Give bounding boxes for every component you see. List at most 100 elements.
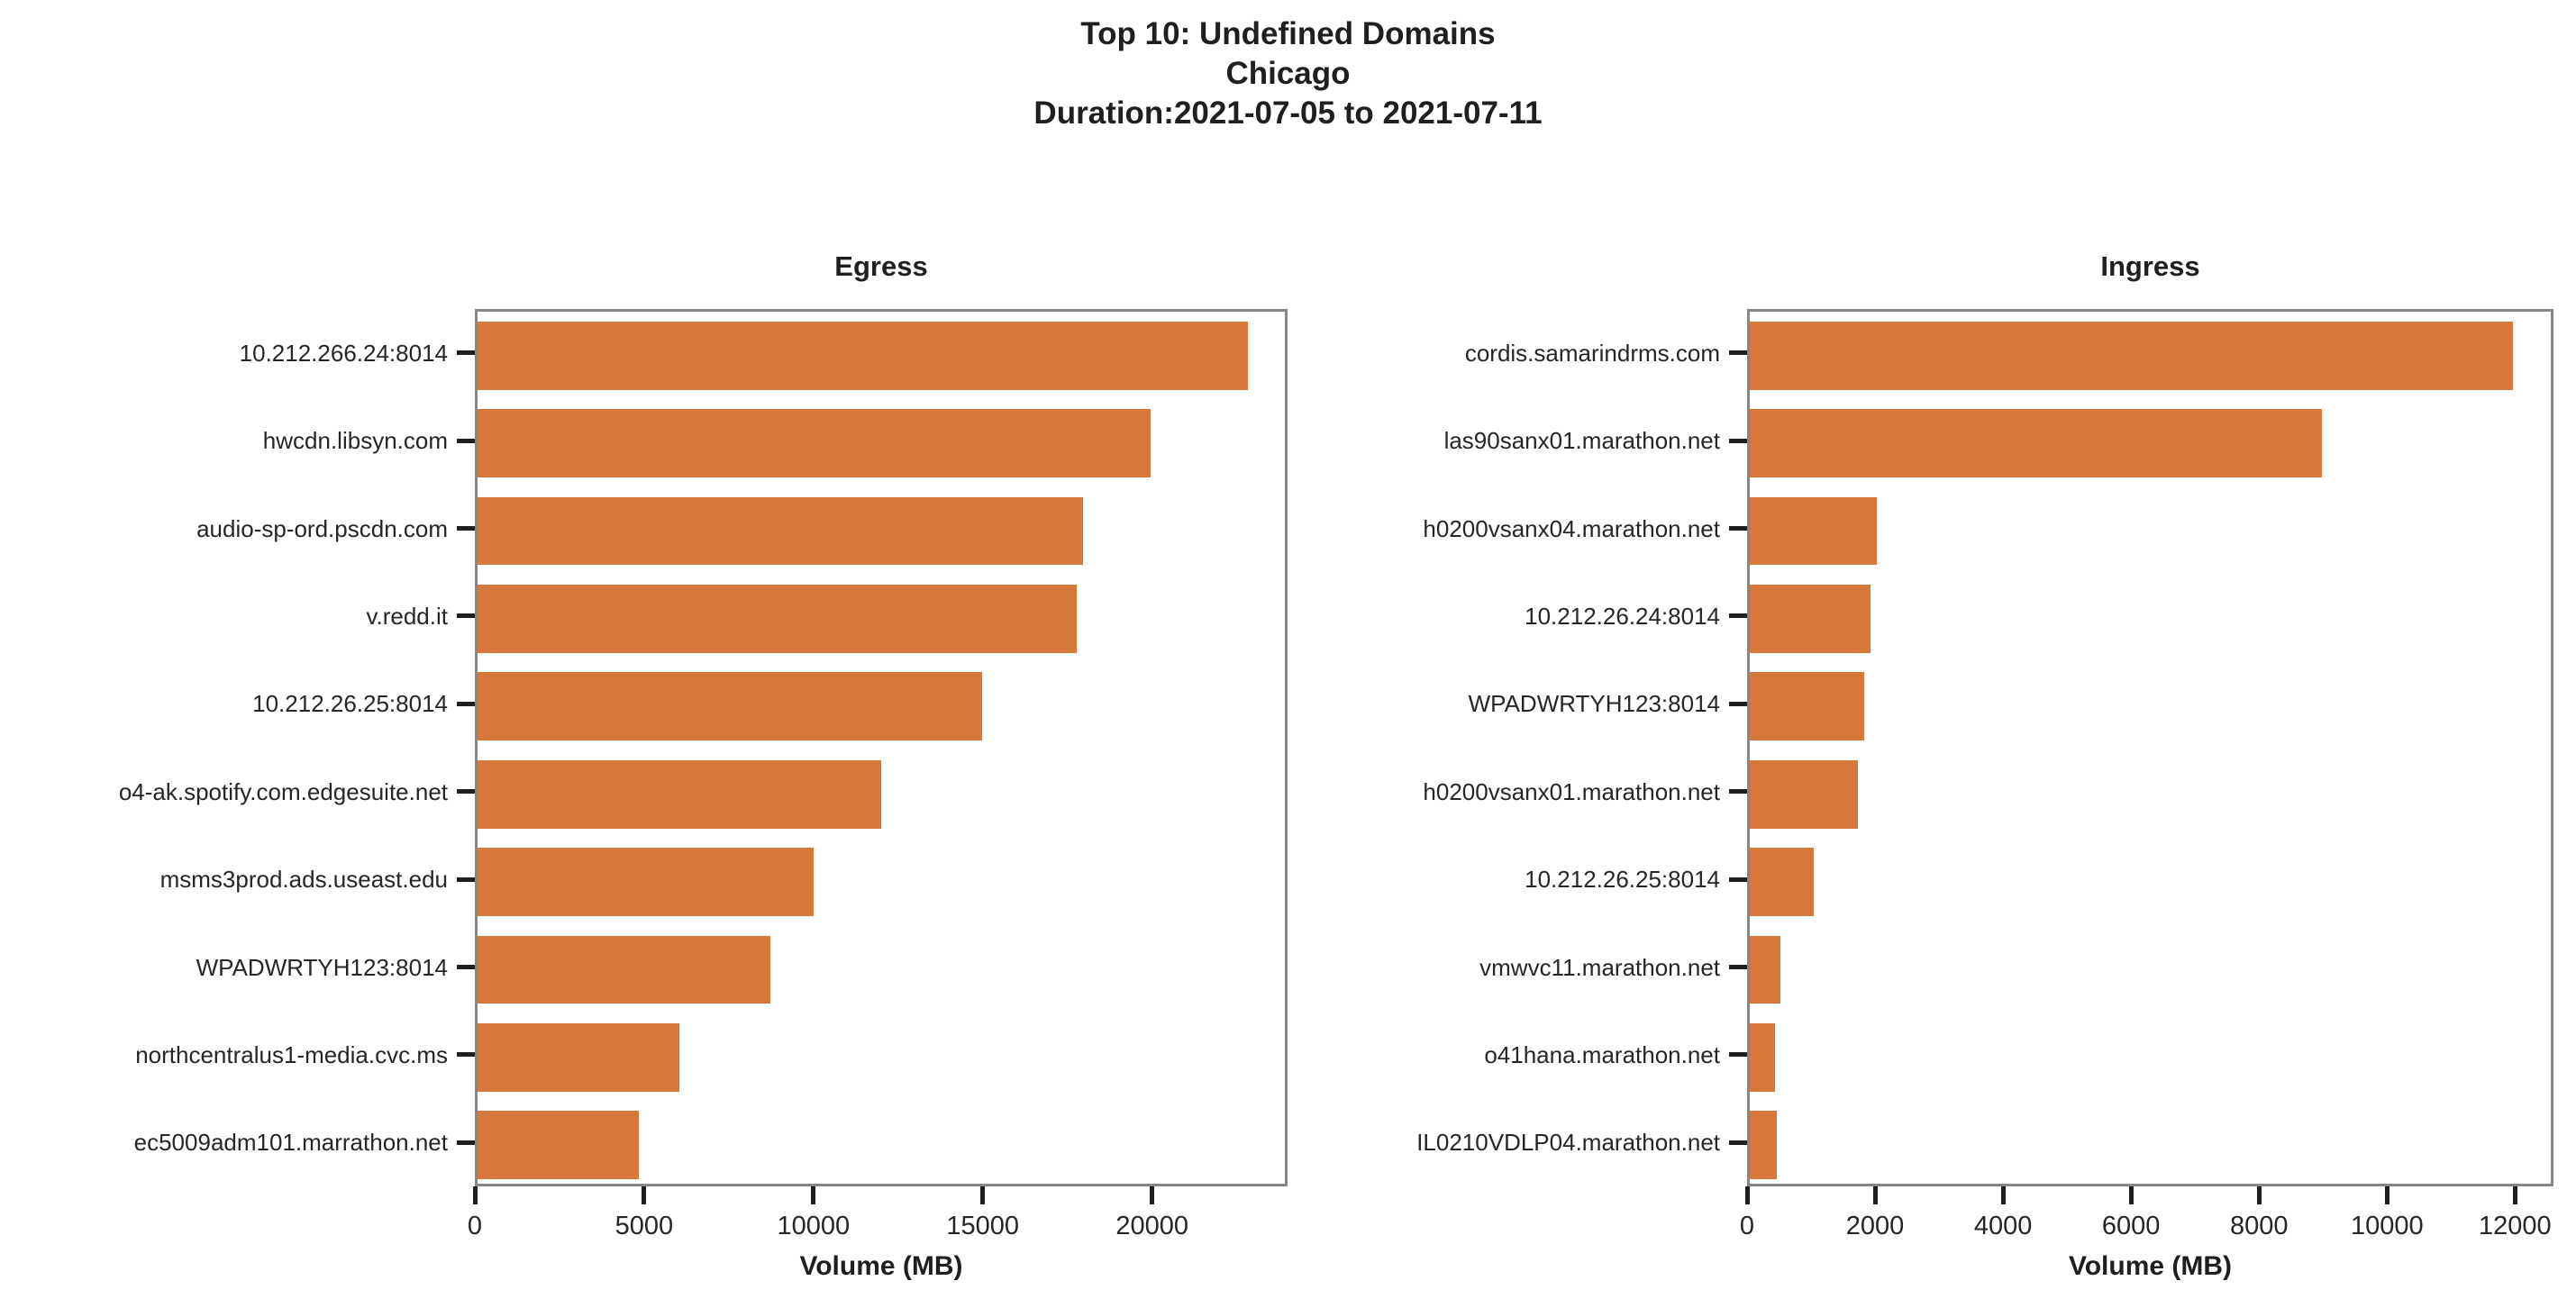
y-tick-label: h0200vsanx01.marathon.net (1423, 777, 1720, 805)
bar-row (478, 1013, 1285, 1101)
y-tick-label: v.redd.it (366, 602, 448, 630)
bar-row (478, 487, 1285, 575)
bar-row (478, 312, 1285, 399)
y-tick-label: 10.212.266.24:8014 (239, 339, 448, 367)
y-tick-label: cordis.samarindrms.com (1464, 339, 1720, 367)
bar-row (1750, 750, 2551, 838)
y-tick-mark (1729, 877, 1747, 882)
x-tick-mark (811, 1186, 816, 1204)
y-tick-mark (1729, 438, 1747, 443)
y-tick-label: IL0210VDLP04.marathon.net (1416, 1129, 1720, 1157)
y-tick-label: hwcdn.libsyn.com (262, 427, 448, 455)
x-tick-label: 4000 (1973, 1212, 2033, 1240)
y-tick-label: o4-ak.spotify.com.edgesuite.net (118, 777, 448, 805)
y-tick-label: 10.212.26.24:8014 (1525, 602, 1720, 630)
bar (1750, 409, 2322, 478)
figure-title: Top 10: Undefined Domains Chicago Durati… (0, 14, 2576, 133)
figure-title-line-3: Duration:2021-07-05 to 2021-07-11 (1033, 95, 1543, 131)
y-tick-mark (1729, 1140, 1747, 1145)
x-tick-mark (2000, 1186, 2006, 1204)
x-tick-label: 2000 (1845, 1212, 1905, 1240)
bar (1750, 584, 1871, 653)
x-tick-label: 20000 (1115, 1212, 1188, 1240)
y-tick-mark (1729, 789, 1747, 795)
x-tick-label: 8000 (2229, 1212, 2289, 1240)
bar-row (478, 575, 1285, 662)
x-tick-label: 6000 (2101, 1212, 2161, 1240)
figure-title-line-2: Chicago (1225, 56, 1351, 91)
y-tick-mark (457, 789, 475, 795)
x-tick-label: 10000 (2350, 1212, 2424, 1240)
x-tick-mark (1744, 1186, 1750, 1204)
bar (478, 1022, 679, 1092)
bar (478, 496, 1083, 566)
x-tick-mark (2128, 1186, 2134, 1204)
y-tick-mark (457, 350, 475, 356)
plot-area (1747, 309, 2553, 1186)
y-tick-mark (1729, 701, 1747, 706)
x-tick-label: 15000 (946, 1212, 1020, 1240)
bar (1750, 496, 1878, 566)
x-tick-label: 0 (467, 1212, 483, 1240)
bar (1750, 672, 1864, 741)
y-tick-mark (1729, 965, 1747, 969)
bar (1750, 1111, 1777, 1180)
y-tick-label: las90sanx01.marathon.net (1443, 427, 1720, 455)
bar-row (1750, 838, 2551, 925)
bar (478, 1111, 640, 1180)
y-tick-mark (1729, 613, 1747, 619)
x-tick-mark (2384, 1186, 2389, 1204)
bar (478, 935, 770, 1004)
y-tick-mark (457, 526, 475, 531)
x-tick-label: 12000 (2479, 1212, 2552, 1240)
bar-row (1750, 575, 2551, 662)
y-tick-label: msms3prod.ads.useast.edu (159, 866, 448, 894)
bar-row (1750, 312, 2551, 399)
bar (478, 409, 1151, 478)
bar (1750, 935, 1780, 1004)
y-tick-mark (457, 965, 475, 969)
bar-row (1750, 926, 2551, 1013)
x-tick-mark (980, 1186, 986, 1204)
bar (1750, 1022, 1776, 1092)
bar (1750, 848, 1814, 917)
x-axis-label: Volume (MB) (799, 1251, 963, 1281)
y-tick-mark (1729, 350, 1747, 356)
bar (1750, 759, 1858, 829)
y-tick-label: ec5009adm101.marrathon.net (133, 1129, 448, 1157)
y-tick-label: northcentralus1-media.cvc.ms (135, 1040, 448, 1068)
x-tick-mark (2256, 1186, 2262, 1204)
bar (478, 848, 815, 917)
y-tick-mark (457, 613, 475, 619)
y-tick-label: vmwvc11.marathon.net (1479, 953, 1720, 981)
bar (478, 584, 1077, 653)
y-tick-mark (457, 1052, 475, 1058)
x-tick-mark (472, 1186, 478, 1204)
y-tick-mark (457, 877, 475, 882)
x-tick-mark (1872, 1186, 1878, 1204)
y-tick-label: o41hana.marathon.net (1484, 1040, 1720, 1068)
y-tick-label: 10.212.26.25:8014 (1525, 866, 1720, 894)
x-tick-label: 0 (1739, 1212, 1755, 1240)
bar-row (478, 1102, 1285, 1189)
bar-row (478, 663, 1285, 750)
y-tick-mark (457, 438, 475, 443)
bar-row (478, 838, 1285, 925)
bar-row (478, 926, 1285, 1013)
y-tick-label: audio-sp-ord.pscdn.com (196, 514, 448, 542)
y-tick-label: h0200vsanx04.marathon.net (1423, 514, 1720, 542)
subplot-title: Egress (834, 250, 928, 282)
bar-row (1750, 399, 2551, 486)
y-tick-label: WPADWRTYH123:8014 (1468, 690, 1720, 718)
y-tick-mark (457, 701, 475, 706)
x-tick-mark (642, 1186, 647, 1204)
bar (1750, 321, 2513, 390)
x-tick-label: 10000 (777, 1212, 851, 1240)
subplot-title: Ingress (2100, 250, 2200, 282)
figure-title-line-1: Top 10: Undefined Domains (1080, 16, 1496, 51)
plot-area (475, 309, 1288, 1186)
y-tick-label: WPADWRTYH123:8014 (196, 953, 448, 981)
x-tick-mark (2512, 1186, 2517, 1204)
bar-row (1750, 1102, 2551, 1189)
